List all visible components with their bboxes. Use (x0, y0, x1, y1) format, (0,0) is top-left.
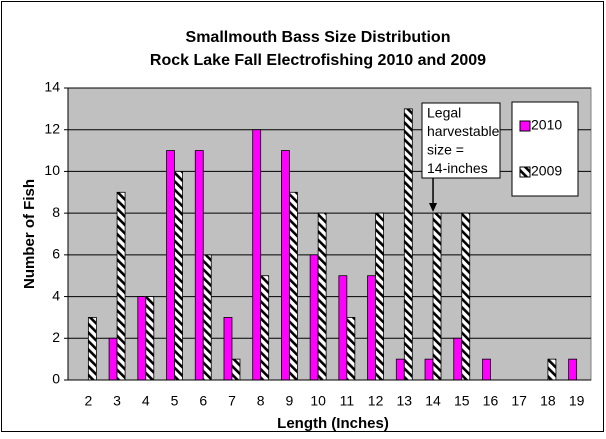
x-tick-label: 17 (511, 393, 527, 409)
legend-swatch (519, 166, 531, 178)
y-tick-label: 2 (52, 329, 60, 345)
annotation-text: harvestable (427, 123, 500, 139)
x-tick-label: 16 (483, 393, 499, 409)
y-tick-label: 8 (52, 204, 60, 220)
y-tick-label: 4 (52, 287, 60, 303)
x-tick-label: 14 (425, 393, 441, 409)
bar (432, 212, 442, 381)
bar (289, 191, 298, 381)
bar (116, 191, 126, 381)
annotation-box (421, 102, 501, 179)
x-tick-label: 11 (340, 393, 355, 409)
y-tick-label: 12 (44, 120, 60, 136)
annotation-text: 14-inches (427, 160, 488, 176)
x-tick-label: 6 (199, 393, 207, 409)
x-tick-label: 9 (286, 393, 294, 409)
y-axis-label: Number of Fish (21, 179, 38, 289)
bar (338, 275, 348, 381)
x-tick-label: 18 (540, 393, 556, 409)
bar (223, 317, 233, 381)
x-axis-label: Length (Inches) (277, 415, 389, 432)
bar (194, 150, 204, 381)
plot-area (67, 87, 592, 381)
bar (309, 254, 319, 381)
x-tick-label: 4 (142, 393, 150, 409)
bar (252, 129, 262, 381)
bar (395, 358, 405, 381)
bar (482, 358, 491, 381)
chart-subtitle: Rock Lake Fall Electrofishing 2010 and 2… (150, 52, 486, 69)
y-tick-label: 0 (52, 371, 60, 387)
x-tick-label: 3 (113, 393, 121, 409)
x-tick-label: 19 (569, 393, 585, 409)
x-tick-label: 7 (228, 393, 236, 409)
bar (375, 212, 384, 381)
legend-label: 2009 (531, 163, 562, 179)
bar (145, 296, 155, 381)
bar (403, 108, 413, 381)
y-tick-label: 6 (52, 246, 60, 262)
x-tick-label: 12 (368, 393, 384, 409)
bar (174, 171, 183, 381)
x-tick-label: 8 (257, 393, 265, 409)
bar (568, 358, 578, 381)
x-tick-label: 5 (171, 393, 179, 409)
bar (281, 150, 290, 381)
bar (202, 254, 212, 381)
x-tick-label: 15 (454, 393, 470, 409)
annotation-arrowhead (429, 203, 438, 212)
y-tick-label: 10 (44, 162, 60, 178)
bar (453, 337, 463, 381)
bar (231, 358, 241, 381)
legend-swatch (519, 120, 531, 132)
x-tick-label: 13 (397, 393, 413, 409)
bar (461, 212, 471, 381)
bar (367, 275, 376, 381)
bar (166, 150, 175, 381)
chart-title: Smallmouth Bass Size Distribution (186, 29, 451, 46)
bar (137, 296, 147, 381)
bar (87, 317, 97, 381)
y-tick-label: 14 (44, 79, 60, 95)
bar (424, 358, 434, 381)
x-tick-label: 10 (310, 393, 326, 409)
annotation-text: size = (427, 142, 464, 158)
annotation-text: Legal (427, 105, 461, 121)
bar (346, 317, 356, 381)
bar (260, 275, 270, 381)
bar (108, 337, 118, 381)
x-tick-label: 2 (84, 393, 92, 409)
legend-label: 2010 (531, 117, 562, 133)
bar (317, 212, 327, 381)
legend-box (511, 101, 579, 197)
bar (547, 358, 557, 381)
